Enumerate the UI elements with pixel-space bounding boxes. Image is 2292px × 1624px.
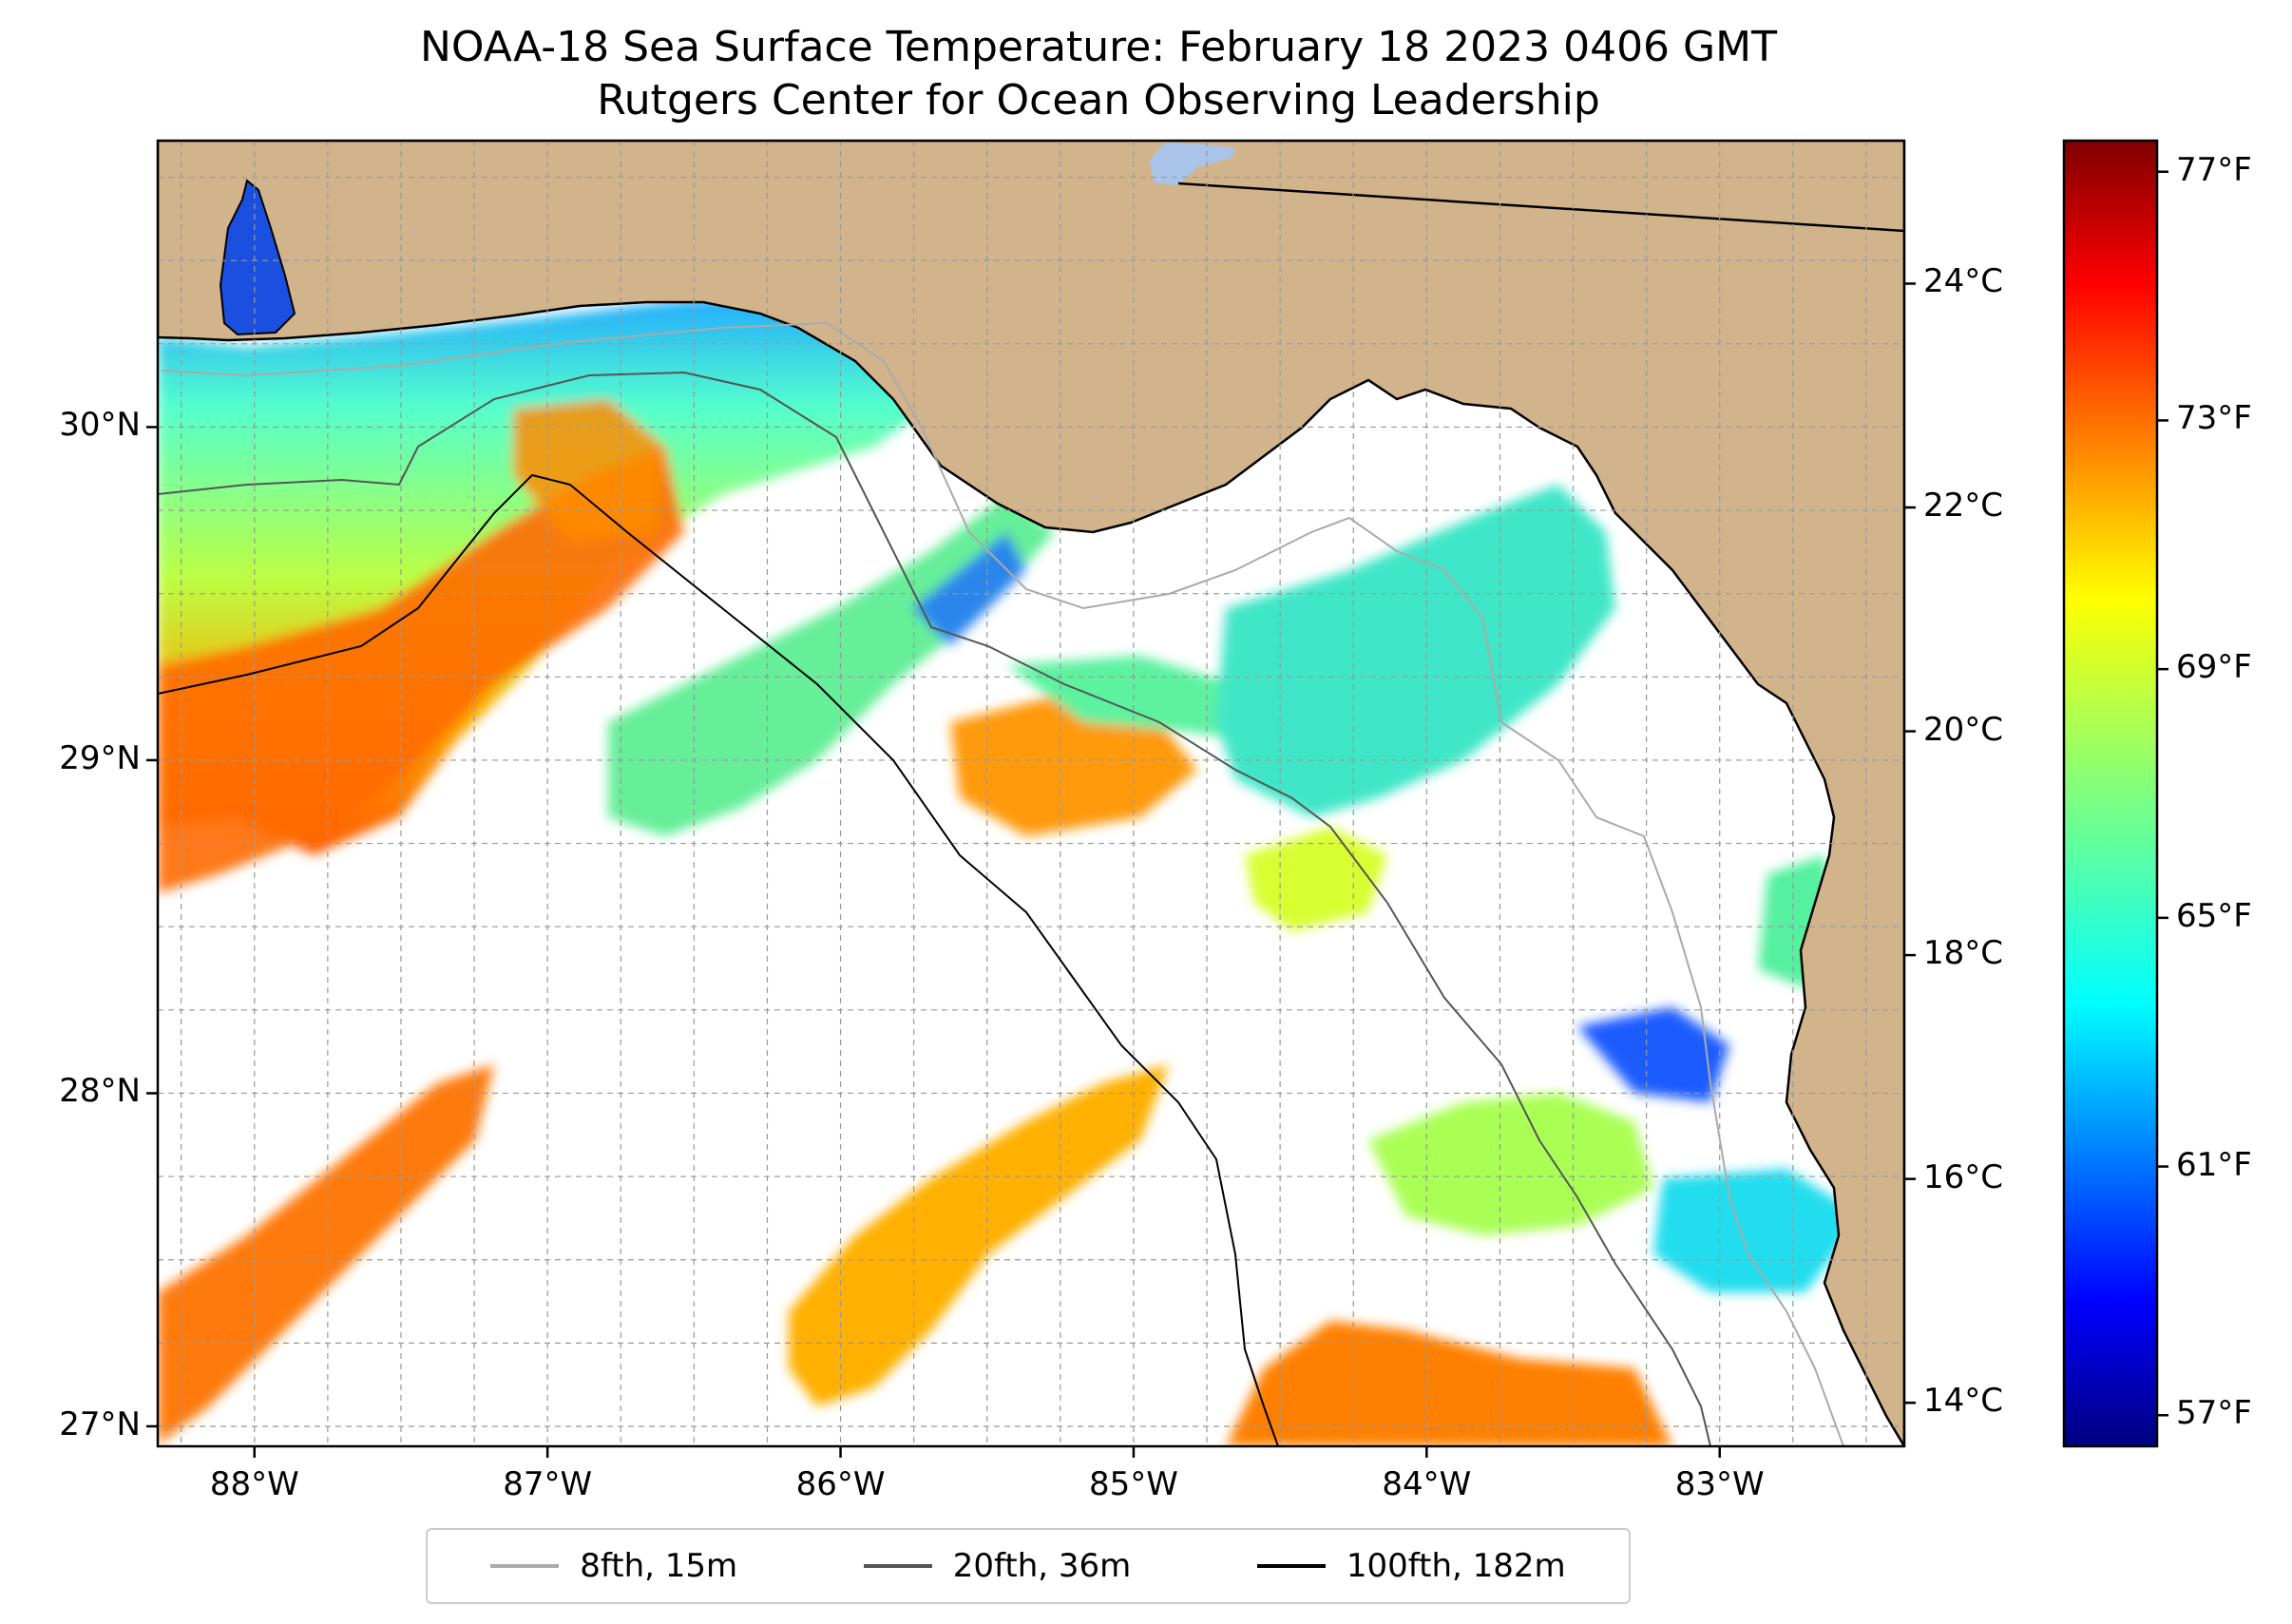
fahrenheit-tick-label: 73°F bbox=[2176, 399, 2252, 438]
sst-patch-east-blue bbox=[1577, 1007, 1729, 1102]
colorbar-ticks bbox=[1904, 170, 2168, 1417]
legend-swatch-15m bbox=[490, 1564, 560, 1568]
isobath-legend: 8fth, 15m 20fth, 36m 100fth, 182m bbox=[426, 1528, 1631, 1604]
plot-frame bbox=[156, 139, 1906, 1448]
isobath-36m bbox=[158, 371, 1711, 1446]
celsius-tick-label: 18°C bbox=[1923, 934, 2004, 973]
lat-tick-label: 28°N bbox=[59, 1072, 141, 1111]
colorbar bbox=[2062, 139, 2159, 1448]
celsius-tick-label: 20°C bbox=[1923, 710, 2004, 749]
sst-patch-south-center bbox=[789, 1064, 1169, 1406]
lon-tick-label: 84°W bbox=[1382, 1465, 1472, 1503]
legend-label-15m: 8fth, 15m bbox=[580, 1547, 738, 1585]
inland-lake bbox=[1150, 143, 1235, 185]
legend-item-36m: 20fth, 36m bbox=[863, 1547, 1132, 1585]
legend-swatch-182m bbox=[1256, 1564, 1326, 1568]
fahrenheit-tick-label: 65°F bbox=[2176, 896, 2252, 935]
sst-patch-warm-tongue bbox=[513, 399, 665, 542]
mobile-bay bbox=[219, 179, 296, 336]
gridlines bbox=[158, 141, 1904, 1446]
lat-tick-label: 30°N bbox=[59, 406, 141, 445]
celsius-tick-label: 24°C bbox=[1923, 262, 2004, 301]
fahrenheit-tick-label: 77°F bbox=[2176, 150, 2252, 189]
fahrenheit-tick-label: 57°F bbox=[2176, 1394, 2252, 1433]
sst-patch-east-shelf bbox=[1368, 1093, 1653, 1235]
fahrenheit-tick-label: 61°F bbox=[2176, 1145, 2252, 1184]
sst-patch-big-bend bbox=[1216, 485, 1615, 817]
fahrenheit-tick-label: 69°F bbox=[2176, 648, 2252, 687]
sst-patch-east-cyan bbox=[1653, 1169, 1862, 1292]
sst-patch-warm-core bbox=[158, 447, 684, 893]
lon-tick-label: 83°W bbox=[1674, 1465, 1765, 1503]
sst-patch-central-band bbox=[608, 494, 1055, 836]
legend-item-15m: 8fth, 15m bbox=[490, 1547, 737, 1585]
state-border-line bbox=[1177, 182, 1904, 233]
lon-tick-label: 87°W bbox=[503, 1465, 593, 1503]
sst-data-layer bbox=[158, 296, 1862, 1446]
isobath-15m bbox=[161, 321, 1844, 1446]
axis-ticks bbox=[146, 426, 1721, 1458]
lon-tick-label: 88°W bbox=[209, 1465, 299, 1503]
legend-label-36m: 20fth, 36m bbox=[952, 1547, 1132, 1585]
celsius-tick-label: 14°C bbox=[1923, 1382, 2004, 1421]
map-title: NOAA-18 Sea Surface Temperature: Februar… bbox=[420, 23, 1777, 71]
sst-patch-south-west bbox=[158, 1064, 494, 1444]
celsius-tick-label: 22°C bbox=[1923, 487, 2004, 525]
lon-tick-label: 85°W bbox=[1088, 1465, 1178, 1503]
legend-item-182m: 100fth, 182m bbox=[1256, 1547, 1566, 1585]
lat-tick-label: 27°N bbox=[59, 1404, 141, 1443]
map-subtitle: Rutgers Center for Ocean Observing Leade… bbox=[597, 76, 1600, 124]
legend-label-182m: 100fth, 182m bbox=[1346, 1547, 1566, 1585]
legend-swatch-36m bbox=[863, 1564, 932, 1568]
lon-tick-label: 86°W bbox=[795, 1465, 886, 1503]
sst-patch-south-east-orange bbox=[1226, 1321, 1672, 1446]
isobath-182m bbox=[158, 473, 1279, 1446]
lat-tick-label: 29°N bbox=[59, 738, 141, 777]
sst-patch-mid-orange bbox=[950, 694, 1197, 836]
land-mass bbox=[158, 141, 1904, 1446]
celsius-tick-label: 16°C bbox=[1923, 1157, 2004, 1196]
